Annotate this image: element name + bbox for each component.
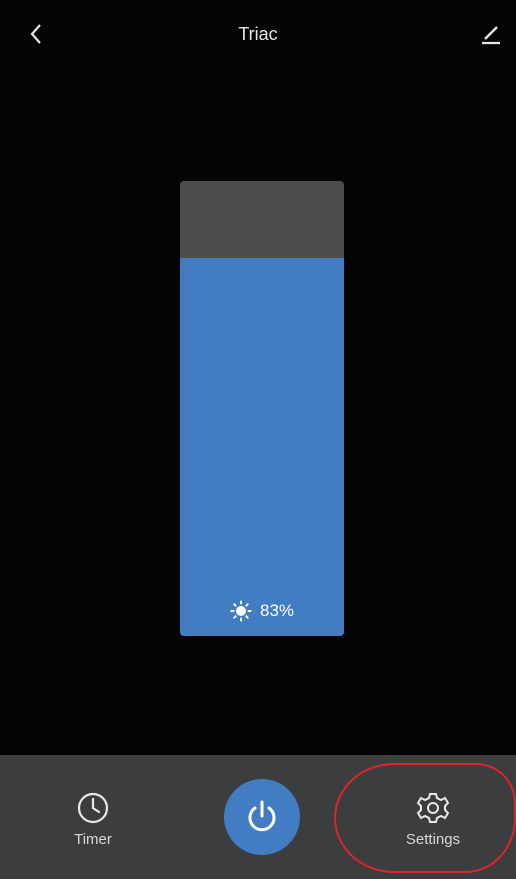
- chevron-left-icon: [30, 24, 41, 44]
- edit-button[interactable]: [476, 20, 506, 48]
- power-button[interactable]: [224, 779, 300, 855]
- header: Triac: [0, 0, 516, 70]
- settings-button[interactable]: Settings: [392, 791, 474, 861]
- back-button[interactable]: [22, 20, 50, 48]
- power-icon: [248, 800, 276, 832]
- gear-icon: [416, 793, 450, 823]
- bottom-bar: Timer Settings: [0, 755, 516, 879]
- sun-icon: [230, 600, 252, 622]
- timer-label: Timer: [74, 831, 112, 848]
- clock-icon: [77, 792, 109, 824]
- page-title: Triac: [238, 24, 278, 44]
- brightness-readout: 83%: [180, 600, 344, 622]
- edit-icon: [482, 26, 500, 45]
- brightness-value: 83%: [259, 601, 295, 620]
- brightness-fill: [180, 258, 344, 636]
- timer-button[interactable]: Timer: [55, 791, 131, 861]
- settings-label: Settings: [405, 831, 461, 848]
- brightness-slider[interactable]: 83%: [180, 181, 344, 636]
